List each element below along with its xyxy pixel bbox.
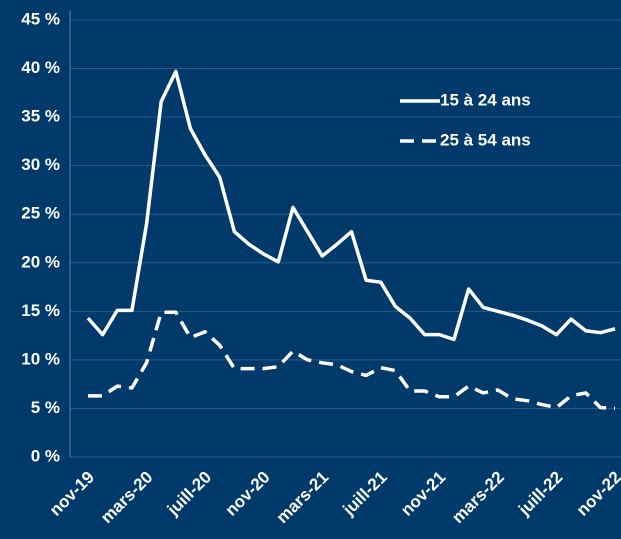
line-series <box>86 69 616 342</box>
y-tick-label: 5 % <box>31 398 60 417</box>
y-tick-label: 35 % <box>21 107 60 126</box>
y-tick-label: 45 % <box>21 9 60 28</box>
legend-label: 25 à 54 ans <box>440 130 531 149</box>
y-tick-label: 30 % <box>21 155 60 174</box>
legend-label: 15 à 24 ans <box>440 90 531 109</box>
y-tick-label: 25 % <box>21 204 60 223</box>
y-tick-label: 40 % <box>21 58 60 77</box>
y-tick-label: 0 % <box>31 446 60 465</box>
y-tick-label: 20 % <box>21 252 60 271</box>
y-tick-label: 15 % <box>21 301 60 320</box>
line-series <box>88 310 616 411</box>
y-tick-label: 10 % <box>21 349 60 368</box>
